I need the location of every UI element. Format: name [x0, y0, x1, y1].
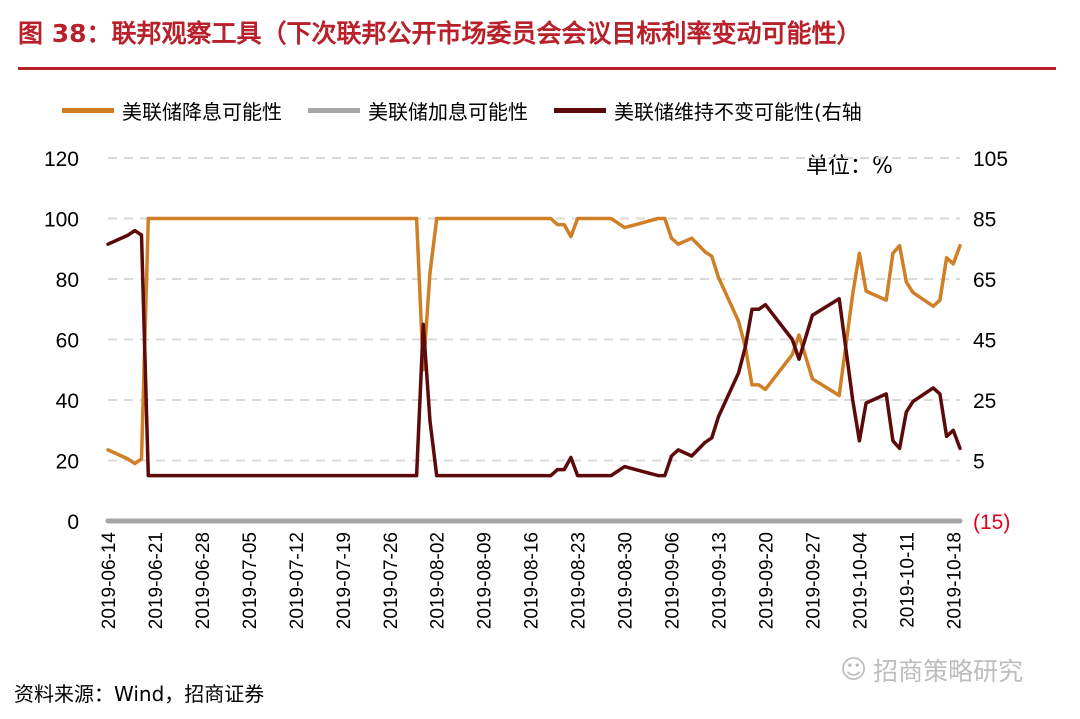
y-right-tick-label: 45: [973, 330, 996, 353]
y-right-tick-label: 25: [973, 390, 996, 413]
legend-label-cut: 美联储降息可能性: [122, 100, 282, 124]
legend-item-hike: 美联储加息可能性: [308, 96, 528, 125]
x-tick-label: 2019-07-26: [381, 532, 402, 629]
watermark: ☺ 招商策略研究: [840, 652, 1023, 688]
x-tick-label: 2019-09-06: [663, 532, 684, 629]
x-tick-label: 2019-08-16: [522, 532, 543, 629]
legend-swatch-hold: [554, 108, 606, 113]
y-right-tick-label: 5: [973, 451, 985, 474]
x-tick-label: 2019-07-05: [240, 532, 261, 629]
watermark-text: 招商策略研究: [873, 657, 1024, 686]
x-tick-label: 2019-08-09: [475, 532, 496, 629]
legend-item-hold: 美联储维持不变可能性(右轴: [554, 96, 862, 125]
y-right-tick-label: 65: [973, 269, 996, 292]
legend-swatch-hike: [308, 108, 360, 113]
y-right-tick-label: 105: [973, 148, 1008, 171]
y-left-tick-label: 40: [56, 390, 79, 413]
chart-title: 图 38：联邦观察工具（下次联邦公开市场委员会会议目标利率变动可能性）: [18, 19, 862, 48]
x-tick-label: 2019-10-18: [944, 532, 965, 629]
legend-label-hold: 美联储维持不变可能性(右轴: [614, 100, 862, 124]
source-note: 资料来源：Wind，招商证券: [14, 682, 265, 706]
x-tick-label: 2019-07-12: [287, 532, 308, 629]
x-tick-label: 2019-07-19: [334, 532, 355, 629]
y-left-tick-label: 60: [56, 330, 79, 353]
legend-label-hike: 美联储加息可能性: [368, 100, 528, 124]
y-left-tick-label: 20: [56, 451, 79, 474]
x-tick-label: 2019-10-11: [897, 532, 918, 628]
x-tick-label: 2019-08-02: [428, 532, 449, 629]
y-left-tick-label: 80: [56, 269, 79, 292]
series-line-hold: [106, 228, 962, 478]
x-tick-label: 2019-06-14: [99, 532, 120, 630]
y-right-tick-label: (15): [973, 511, 1010, 534]
y-left-tick-label: 0: [67, 511, 79, 534]
legend-item-cut: 美联储降息可能性: [62, 96, 282, 125]
y-right-tick-label: 85: [973, 209, 996, 232]
series-line-cut: [106, 216, 962, 466]
x-tick-label: 2019-09-13: [710, 532, 731, 629]
y-left-tick-label: 100: [44, 209, 79, 232]
y-left-tick-label: 120: [44, 148, 79, 171]
wechat-icon: ☺: [840, 655, 868, 685]
legend-swatch-cut: [62, 108, 114, 113]
chart-legend: 美联储降息可能性 美联储加息可能性 美联储维持不变可能性(右轴: [62, 96, 888, 125]
x-tick-label: 2019-09-27: [803, 532, 824, 629]
title-divider: [18, 67, 1056, 70]
x-tick-label: 2019-09-20: [756, 532, 777, 629]
x-tick-label: 2019-08-30: [616, 532, 637, 629]
x-tick-label: 2019-06-21: [146, 532, 167, 629]
x-tick-label: 2019-08-23: [569, 532, 590, 629]
x-tick-label: 2019-06-28: [193, 532, 214, 629]
x-tick-label: 2019-10-04: [850, 532, 871, 630]
